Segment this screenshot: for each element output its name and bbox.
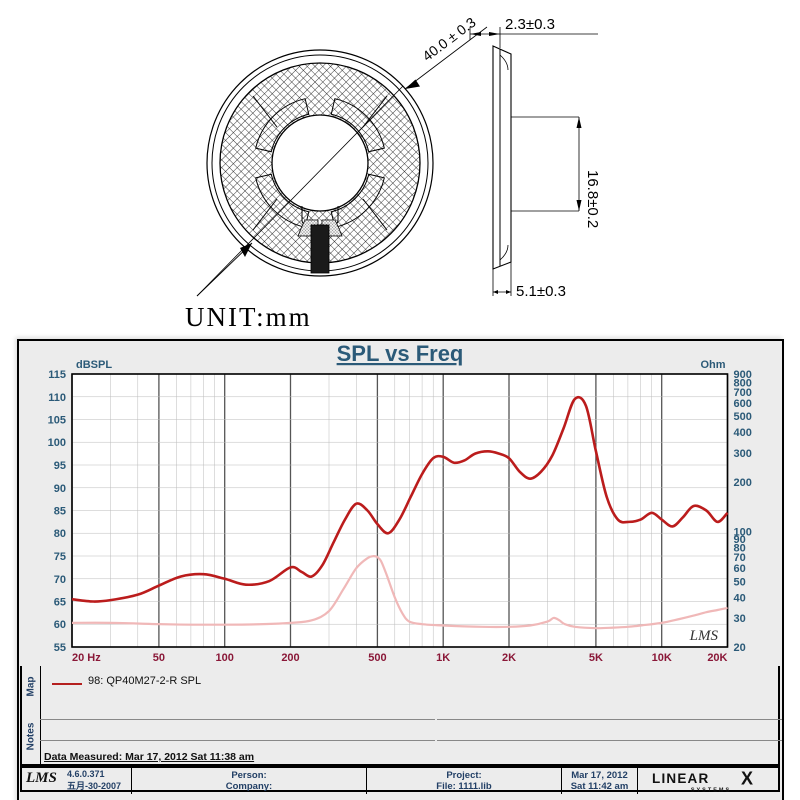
svg-text:100: 100 [734,527,752,539]
svg-text:40: 40 [734,592,746,604]
svg-text:500: 500 [734,411,752,423]
svg-text:115: 115 [48,369,66,381]
svg-text:100: 100 [216,652,234,664]
svg-text:X: X [741,769,753,789]
svg-text:300: 300 [734,448,752,460]
svg-text:80: 80 [54,528,66,540]
svg-text:50: 50 [734,576,746,588]
svg-text:60: 60 [54,619,66,631]
svg-text:55: 55 [54,642,66,654]
svg-text:500: 500 [368,652,386,664]
svg-text:20 Hz: 20 Hz [72,652,101,664]
svg-text:65: 65 [54,597,66,609]
svg-text:20: 20 [734,642,746,654]
svg-text:75: 75 [54,551,66,563]
svg-text:LINEAR: LINEAR [652,771,709,786]
svg-text:20K: 20K [707,652,727,664]
svg-text:400: 400 [734,427,752,439]
svg-text:60: 60 [734,563,746,575]
svg-text:30: 30 [734,613,746,625]
svg-text:5.1±0.3: 5.1±0.3 [516,283,566,300]
svg-text:SPL vs Freq: SPL vs Freq [337,341,464,366]
svg-text:100: 100 [48,437,66,449]
svg-text:16.8±0.2: 16.8±0.2 [584,170,601,228]
svg-text:UNIT:mm: UNIT:mm [185,302,312,330]
svg-text:2K: 2K [502,652,516,664]
svg-text:10K: 10K [652,652,672,664]
svg-text:LMS: LMS [689,628,719,644]
svg-text:900: 900 [734,369,752,381]
svg-text:85: 85 [54,506,66,518]
svg-text:70: 70 [54,574,66,586]
svg-text:Ohm: Ohm [700,359,725,371]
svg-text:105: 105 [48,415,66,427]
svg-text:200: 200 [734,477,752,489]
svg-text:1K: 1K [436,652,450,664]
svg-text:95: 95 [54,460,66,472]
svg-text:110: 110 [48,392,66,404]
svg-text:50: 50 [153,652,165,664]
svg-text:200: 200 [281,652,299,664]
svg-text:SYSTEMS: SYSTEMS [691,788,731,794]
svg-text:600: 600 [734,398,752,410]
svg-text:2.3±0.3: 2.3±0.3 [505,16,555,33]
svg-text:dBSPL: dBSPL [76,359,112,371]
svg-text:5K: 5K [589,652,603,664]
svg-text:90: 90 [54,483,66,495]
